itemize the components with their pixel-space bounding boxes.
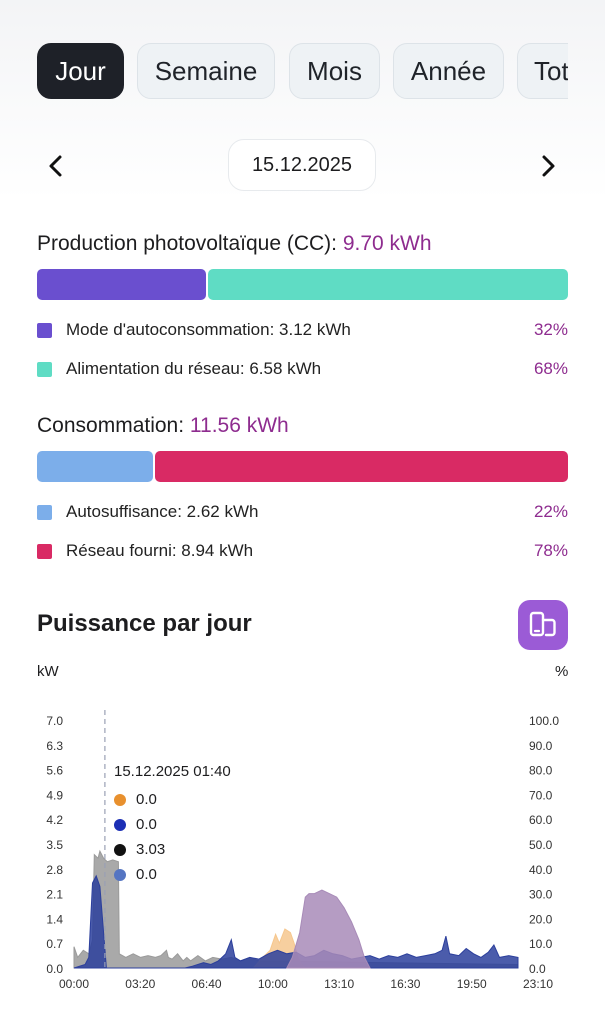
power-chart[interactable]: 7.0 6.3 5.6 4.9 4.2 3.5 2.8 2.1 1.4 0.7 0.0 100.0 90… bbox=[0, 690, 605, 1000]
consumption-bar bbox=[37, 451, 568, 482]
legend-grid-supplied: Réseau fourni: 8.94 kWh 78% bbox=[37, 541, 568, 563]
tab-total[interactable]: Tot bbox=[517, 43, 568, 99]
tooltip-dot bbox=[114, 819, 126, 831]
y-right-tick-label: 50.0 bbox=[529, 838, 553, 852]
y-right-tick-label: 100.0 bbox=[529, 714, 559, 728]
production-value: 9.70 kWh bbox=[342, 232, 432, 255]
period-tabs: Jour Semaine Mois Année Tot bbox=[37, 43, 568, 101]
tooltip-dot bbox=[114, 844, 126, 856]
chart-title: Puissance par jour bbox=[37, 610, 252, 637]
tooltip-value: 0.0 bbox=[136, 791, 157, 808]
right-axis-unit: % bbox=[555, 663, 569, 680]
device-switch-icon bbox=[529, 611, 556, 637]
chevron-left-icon bbox=[49, 155, 62, 177]
production-bar bbox=[37, 269, 568, 300]
tab-annee[interactable]: Année bbox=[393, 43, 504, 99]
legend-percent: 78% bbox=[533, 541, 568, 560]
y-left-tick-label: 3.5 bbox=[46, 838, 63, 852]
consumption-value: 11.56 kWh bbox=[189, 414, 289, 437]
x-tick-label: 03:20 bbox=[125, 977, 155, 991]
legend-swatch bbox=[37, 505, 52, 520]
legend-label: Réseau fourni: 8.94 kWh bbox=[66, 541, 254, 560]
grid-feed-segment bbox=[208, 269, 568, 300]
production-title: Production photovoltaïque (CC): 9.70 kWh bbox=[37, 232, 432, 256]
legend-swatch bbox=[37, 362, 52, 377]
legend-swatch bbox=[37, 544, 52, 559]
production-label: Production photovoltaïque (CC): bbox=[37, 232, 337, 255]
legend-grid-feed: Alimentation du réseau: 6.58 kWh 68% bbox=[37, 359, 568, 381]
x-tick-label: 10:00 bbox=[258, 977, 288, 991]
x-tick-label: 19:50 bbox=[457, 977, 487, 991]
legend-self-consumption: Mode d'autoconsommation: 3.12 kWh 32% bbox=[37, 320, 568, 342]
chevron-right-icon bbox=[542, 155, 555, 177]
grid-supplied-segment bbox=[155, 451, 568, 482]
self-sufficiency-segment bbox=[37, 451, 154, 482]
x-tick-label: 16:30 bbox=[390, 977, 420, 991]
x-tick-label: 00:00 bbox=[59, 977, 89, 991]
series-area-3 bbox=[285, 889, 371, 969]
legend-percent: 32% bbox=[533, 320, 568, 339]
device-switch-button[interactable] bbox=[518, 600, 568, 650]
tooltip-value: 3.03 bbox=[136, 841, 166, 858]
tooltip-value: 0.0 bbox=[136, 866, 157, 883]
consumption-label: Consommation: bbox=[37, 414, 185, 437]
y-left-tick-label: 4.2 bbox=[46, 813, 63, 827]
y-left-tick-label: 0.7 bbox=[46, 937, 63, 951]
legend-percent: 22% bbox=[533, 502, 568, 521]
x-tick-label: 06:40 bbox=[192, 977, 222, 991]
chart-series bbox=[73, 849, 519, 969]
y-left-tick-label: 2.1 bbox=[46, 888, 63, 902]
x-tick-label: 13:10 bbox=[324, 977, 354, 991]
consumption-title: Consommation: 11.56 kWh bbox=[37, 414, 289, 438]
y-right-tick-label: 10.0 bbox=[529, 937, 553, 951]
legend-label: Alimentation du réseau: 6.58 kWh bbox=[66, 359, 322, 378]
x-tick-label: 23:10 bbox=[523, 977, 553, 991]
legend-swatch bbox=[37, 323, 52, 338]
legend-percent: 68% bbox=[533, 359, 568, 378]
y-right-tick-label: 40.0 bbox=[529, 863, 553, 877]
y-left-tick-label: 6.3 bbox=[46, 739, 63, 753]
y-right-tick-label: 90.0 bbox=[529, 739, 553, 753]
tooltip-dot bbox=[114, 794, 126, 806]
y-right-tick-label: 60.0 bbox=[529, 813, 553, 827]
y-left-tick-label: 2.8 bbox=[46, 863, 63, 877]
y-right-tick-label: 70.0 bbox=[529, 788, 553, 802]
y-right-tick-label: 80.0 bbox=[529, 764, 553, 778]
y-right-tick-label: 0.0 bbox=[529, 962, 546, 976]
tooltip-value: 0.0 bbox=[136, 816, 157, 833]
legend-self-sufficiency: Autosuffisance: 2.62 kWh 22% bbox=[37, 502, 568, 524]
tab-semaine[interactable]: Semaine bbox=[137, 43, 275, 99]
next-date-button[interactable] bbox=[530, 148, 566, 184]
chart-axes: 7.0 6.3 5.6 4.9 4.2 3.5 2.8 2.1 1.4 0.7 0.0 100.0 90… bbox=[46, 714, 559, 991]
y-left-tick-label: 1.4 bbox=[46, 912, 63, 926]
legend-label: Autosuffisance: 2.62 kWh bbox=[66, 502, 259, 521]
tab-mois[interactable]: Mois bbox=[289, 43, 380, 99]
legend-label: Mode d'autoconsommation: 3.12 kWh bbox=[66, 320, 351, 339]
date-selector[interactable]: 15.12.2025 bbox=[228, 139, 376, 191]
prev-date-button[interactable] bbox=[38, 148, 74, 184]
y-left-tick-label: 7.0 bbox=[46, 714, 63, 728]
y-right-tick-label: 30.0 bbox=[529, 888, 553, 902]
tooltip-time: 15.12.2025 01:40 bbox=[114, 763, 231, 780]
left-axis-unit: kW bbox=[37, 663, 59, 680]
self-consumption-segment bbox=[37, 269, 207, 300]
tab-jour[interactable]: Jour bbox=[37, 43, 124, 99]
y-left-tick-label: 0.0 bbox=[46, 962, 63, 976]
y-left-tick-label: 5.6 bbox=[46, 764, 63, 778]
y-right-tick-label: 20.0 bbox=[529, 912, 553, 926]
y-left-tick-label: 4.9 bbox=[46, 788, 63, 802]
tooltip-dot bbox=[114, 869, 126, 881]
